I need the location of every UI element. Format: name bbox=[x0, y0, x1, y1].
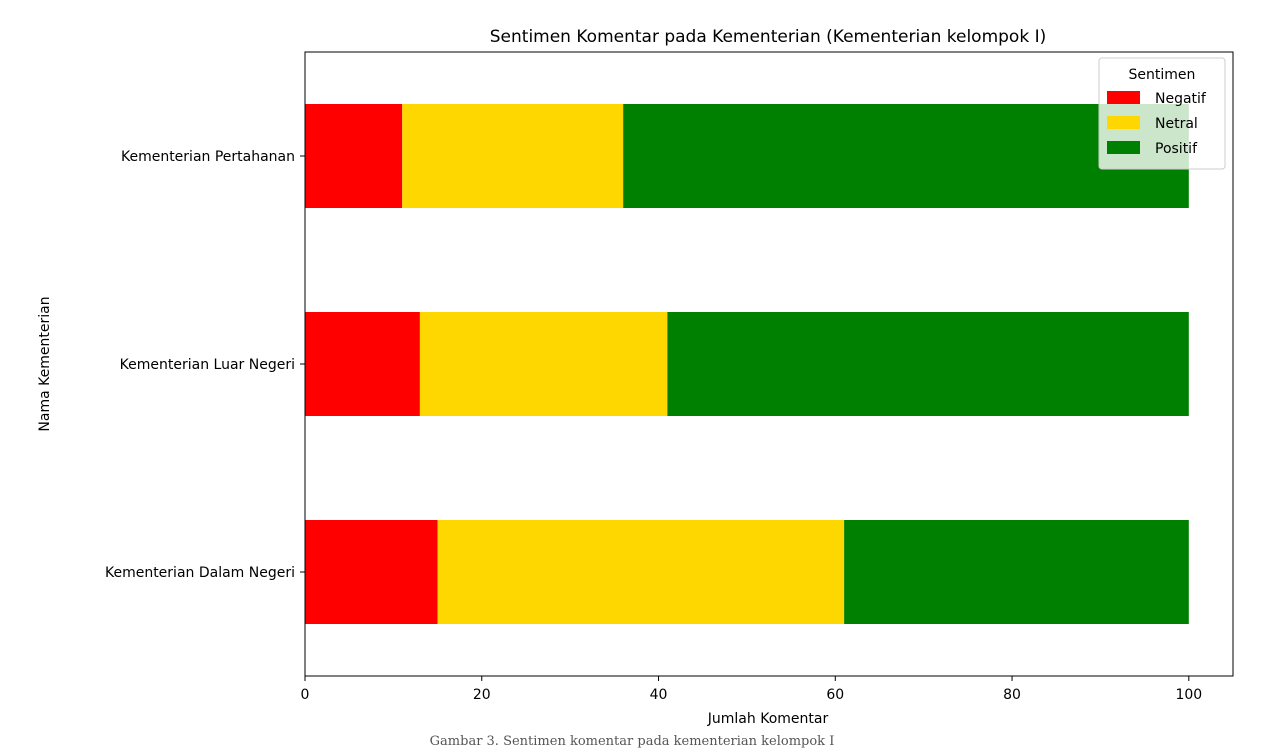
legend-label-positif: Positif bbox=[1155, 141, 1198, 157]
bar-positif-3 bbox=[844, 520, 1189, 624]
x-tick-label: 40 bbox=[650, 687, 668, 703]
x-axis-ticks: 0 20 40 60 80 100 bbox=[301, 676, 1202, 703]
bar-netral-3 bbox=[437, 520, 845, 624]
x-tick-label: 20 bbox=[473, 687, 491, 703]
bar-positif-1 bbox=[623, 104, 1189, 208]
x-tick-label: 0 bbox=[301, 687, 310, 703]
figure-caption: Gambar 3. Sentimen komentar pada kemente… bbox=[429, 734, 835, 749]
legend-swatch-positif bbox=[1107, 141, 1140, 154]
bar-netral-1 bbox=[402, 104, 624, 208]
x-tick-label: 80 bbox=[1003, 687, 1021, 703]
bar-negatif-2 bbox=[305, 312, 420, 416]
legend-swatch-netral bbox=[1107, 116, 1140, 129]
legend: Sentimen Negatif Netral Positif bbox=[1098, 57, 1226, 170]
x-tick-label: 100 bbox=[1175, 687, 1202, 703]
y-tick-label: Kementerian Luar Negeri bbox=[120, 357, 295, 373]
chart-title: Sentimen Komentar pada Kementerian (Keme… bbox=[490, 27, 1046, 47]
x-axis-label: Jumlah Komentar bbox=[707, 711, 829, 727]
y-tick-label: Kementerian Pertahanan bbox=[121, 149, 295, 165]
bar-negatif-3 bbox=[305, 520, 438, 624]
legend-swatch-negatif bbox=[1107, 91, 1140, 104]
y-axis-label: Nama Kementerian bbox=[37, 296, 53, 431]
y-axis-ticks: Kementerian Pertahanan Kementerian Luar N… bbox=[105, 149, 305, 581]
bar-netral-2 bbox=[419, 312, 668, 416]
y-tick-label: Kementerian Dalam Negeri bbox=[105, 565, 295, 581]
legend-title: Sentimen bbox=[1129, 67, 1196, 83]
bar-positif-2 bbox=[667, 312, 1189, 416]
bars-layer bbox=[305, 104, 1189, 624]
bar-negatif-1 bbox=[305, 104, 403, 208]
legend-label-netral: Netral bbox=[1155, 116, 1198, 132]
legend-entries: Negatif Netral Positif bbox=[1107, 91, 1207, 157]
legend-label-negatif: Negatif bbox=[1155, 91, 1207, 107]
x-tick-label: 60 bbox=[826, 687, 844, 703]
